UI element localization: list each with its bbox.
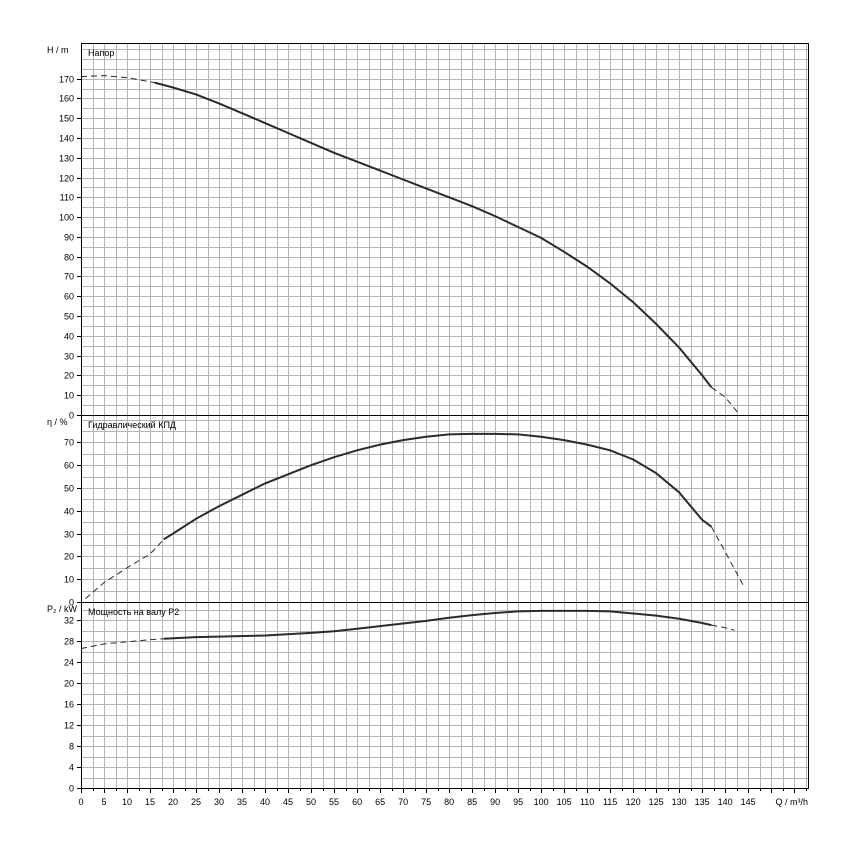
y-tick-label: 170: [59, 75, 74, 85]
y-tick-label: 60: [64, 292, 74, 302]
x-tick-label: 0: [78, 797, 83, 807]
y-tick-label: 140: [59, 134, 74, 144]
curve-dashed-start: [80, 75, 155, 84]
y-tick-label: 160: [59, 94, 74, 104]
y-tick-label: 110: [60, 193, 74, 203]
x-tick-label: 60: [352, 797, 362, 807]
y-axis-label: η / %: [47, 417, 68, 427]
x-tick-label: 85: [467, 797, 477, 807]
y-tick-label: 40: [64, 332, 74, 342]
y-tick-label: 90: [64, 233, 74, 243]
y-tick-label: 10: [64, 391, 74, 401]
x-tick-label: 65: [375, 797, 385, 807]
curve-solid: [154, 81, 713, 388]
x-tick-label: 90: [490, 797, 500, 807]
y-tick-label: 130: [59, 154, 74, 164]
curve-solid: [163, 609, 712, 640]
x-tick-label: 40: [260, 797, 270, 807]
x-tick-label: 70: [398, 797, 408, 807]
y-tick-label: 80: [64, 253, 74, 263]
x-tick-label: 100: [534, 797, 549, 807]
y-tick-label: 32: [64, 616, 74, 626]
y-tick-label: 0: [69, 411, 74, 421]
y-tick-label: 40: [64, 507, 74, 517]
x-tick-label: 55: [329, 797, 339, 807]
y-tick-label: 16: [64, 700, 74, 710]
x-tick-label: 45: [283, 797, 293, 807]
x-tick-label: 95: [513, 797, 523, 807]
x-tick-label: 120: [626, 797, 641, 807]
x-tick-label: 5: [101, 797, 106, 807]
y-tick-label: 20: [64, 679, 74, 689]
y-tick-label: 70: [64, 438, 74, 448]
y-tick-label: 0: [69, 598, 74, 608]
x-tick-label: 145: [741, 797, 756, 807]
y-axis-label: P₂ / kW: [47, 604, 77, 614]
x-tick-label: 115: [603, 797, 617, 807]
x-tick-label: 25: [191, 797, 201, 807]
x-tick-label: 10: [122, 797, 132, 807]
y-tick-label: 120: [59, 174, 74, 184]
panel-frame: [81, 43, 809, 416]
panel-frame: [81, 602, 809, 789]
y-tick-label: 0: [69, 784, 74, 794]
x-tick-label: 105: [557, 797, 572, 807]
y-tick-label: 20: [64, 371, 74, 381]
y-tick-label: 60: [64, 461, 74, 471]
panel-title: Гидравлический КПД: [88, 420, 176, 430]
panel-frame: [81, 415, 809, 603]
curve-solid: [163, 432, 712, 541]
x-tick-label: 80: [444, 797, 454, 807]
x-tick-label: 20: [168, 797, 178, 807]
curve-dashed-end: [711, 386, 740, 415]
curve-dashed-start: [80, 638, 164, 650]
y-tick-label: 8: [69, 742, 74, 752]
x-tick-label: 30: [214, 797, 224, 807]
curve-dashed-start: [85, 538, 165, 599]
x-tick-label: 130: [672, 797, 687, 807]
x-tick-label: 35: [237, 797, 247, 807]
y-tick-label: 10: [64, 575, 74, 585]
x-tick-label: 110: [580, 797, 594, 807]
curve-dashed-end: [711, 624, 735, 631]
panel-title: Напор: [88, 48, 114, 58]
y-tick-label: 70: [64, 272, 74, 282]
x-tick-label: 50: [306, 797, 316, 807]
y-tick-label: 50: [64, 484, 74, 494]
x-tick-label: 15: [145, 797, 155, 807]
y-tick-label: 30: [64, 352, 74, 362]
curve-dashed-end: [710, 526, 745, 587]
x-tick-label: 140: [718, 797, 733, 807]
panel-title: Мощность на валу P2: [88, 607, 179, 617]
y-tick-label: 50: [64, 312, 74, 322]
x-axis-label: Q / m³/h: [775, 797, 808, 807]
y-tick-label: 12: [64, 721, 74, 731]
y-axis-label: H / m: [47, 45, 69, 55]
x-tick-label: 125: [649, 797, 664, 807]
y-tick-label: 4: [69, 763, 74, 773]
y-tick-label: 20: [64, 552, 74, 562]
y-tick-label: 100: [59, 213, 74, 223]
y-tick-label: 30: [64, 530, 74, 540]
y-tick-label: 24: [64, 658, 74, 668]
y-tick-label: 150: [59, 114, 74, 124]
x-tick-label: 75: [421, 797, 431, 807]
x-tick-label: 135: [695, 797, 710, 807]
y-tick-label: 28: [64, 637, 74, 647]
